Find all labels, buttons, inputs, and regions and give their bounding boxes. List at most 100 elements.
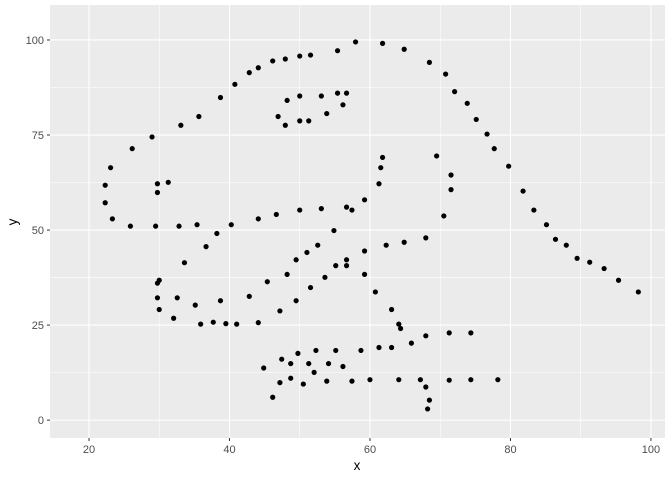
data-point: [102, 200, 108, 206]
data-point: [196, 113, 202, 120]
y-tick-label: 100: [26, 35, 44, 47]
data-point: [425, 406, 431, 412]
plot-panel: [50, 5, 665, 438]
data-point: [288, 360, 294, 367]
data-point: [210, 319, 216, 325]
data-point: [324, 110, 330, 117]
data-point: [217, 298, 224, 304]
data-point: [448, 172, 454, 178]
data-point: [520, 188, 526, 194]
data-point: [468, 377, 474, 383]
data-point: [284, 271, 290, 278]
data-point: [307, 284, 314, 291]
data-point: [358, 347, 364, 354]
data-point: [441, 213, 447, 219]
data-point: [388, 306, 395, 313]
data-point: [297, 118, 303, 124]
data-point: [288, 375, 294, 381]
data-point: [452, 89, 458, 95]
data-point: [261, 365, 267, 371]
data-point: [361, 271, 368, 278]
data-point: [506, 163, 512, 169]
data-point: [495, 377, 501, 383]
data-point: [255, 216, 261, 222]
data-point: [277, 380, 283, 386]
y-tick-label: 25: [32, 320, 44, 332]
data-point: [284, 97, 290, 104]
data-point: [473, 116, 479, 123]
data-point: [446, 377, 452, 383]
data-point: [378, 165, 384, 171]
data-point: [361, 197, 368, 203]
data-point: [153, 223, 159, 229]
data-point: [396, 377, 402, 383]
data-point: [426, 59, 433, 65]
data-point: [574, 255, 580, 261]
data-point: [176, 223, 182, 229]
data-point: [228, 222, 234, 228]
data-point: [324, 378, 330, 384]
data-point: [397, 325, 404, 332]
data-point: [297, 53, 303, 59]
data-point: [448, 187, 454, 193]
data-point: [154, 181, 161, 187]
data-point: [491, 146, 497, 152]
data-point: [300, 381, 306, 387]
data-point: [108, 165, 114, 171]
data-point: [275, 113, 281, 120]
y-tick-label: 75: [32, 130, 44, 142]
data-point: [352, 39, 359, 45]
data-point: [313, 347, 319, 354]
data-point: [464, 100, 470, 106]
data-point: [194, 222, 200, 228]
data-point: [282, 56, 288, 62]
x-tick-label: 60: [364, 444, 376, 456]
data-point: [234, 321, 240, 327]
data-point: [178, 122, 184, 128]
data-point: [156, 306, 162, 313]
data-point: [311, 369, 317, 375]
data-point: [174, 295, 180, 301]
data-point: [232, 81, 238, 87]
data-point: [333, 347, 339, 354]
data-point: [127, 223, 134, 229]
data-point: [379, 40, 386, 46]
data-point: [214, 230, 220, 237]
data-point: [270, 58, 276, 64]
data-point: [223, 321, 229, 327]
data-point: [426, 397, 433, 403]
data-point: [334, 48, 341, 54]
data-point: [401, 239, 407, 245]
data-point: [307, 52, 314, 58]
data-point: [543, 222, 550, 228]
data-point: [361, 248, 368, 254]
data-point: [293, 298, 299, 304]
data-point: [587, 259, 593, 265]
data-point: [601, 265, 607, 272]
data-point: [531, 207, 537, 213]
data-point: [282, 122, 288, 128]
y-axis-title: y: [5, 218, 20, 225]
data-point: [343, 257, 350, 263]
data-point: [270, 394, 276, 400]
data-point: [372, 289, 378, 295]
data-point: [615, 277, 622, 283]
data-point: [246, 293, 252, 299]
data-point: [154, 295, 161, 301]
data-point: [325, 360, 332, 367]
data-point: [154, 280, 161, 286]
data-point: [255, 320, 261, 326]
data-point: [255, 65, 261, 71]
data-point: [423, 333, 429, 339]
data-point: [306, 118, 312, 124]
x-axis-title: x: [354, 458, 361, 473]
data-point: [376, 181, 382, 187]
data-point: [343, 263, 350, 269]
data-point: [376, 344, 382, 351]
data-point: [293, 257, 299, 263]
data-point: [277, 308, 283, 314]
x-tick-labels: 20 40 60 80 100: [83, 438, 660, 456]
data-point: [318, 93, 324, 99]
data-point: [417, 377, 424, 383]
data-point: [340, 102, 346, 108]
